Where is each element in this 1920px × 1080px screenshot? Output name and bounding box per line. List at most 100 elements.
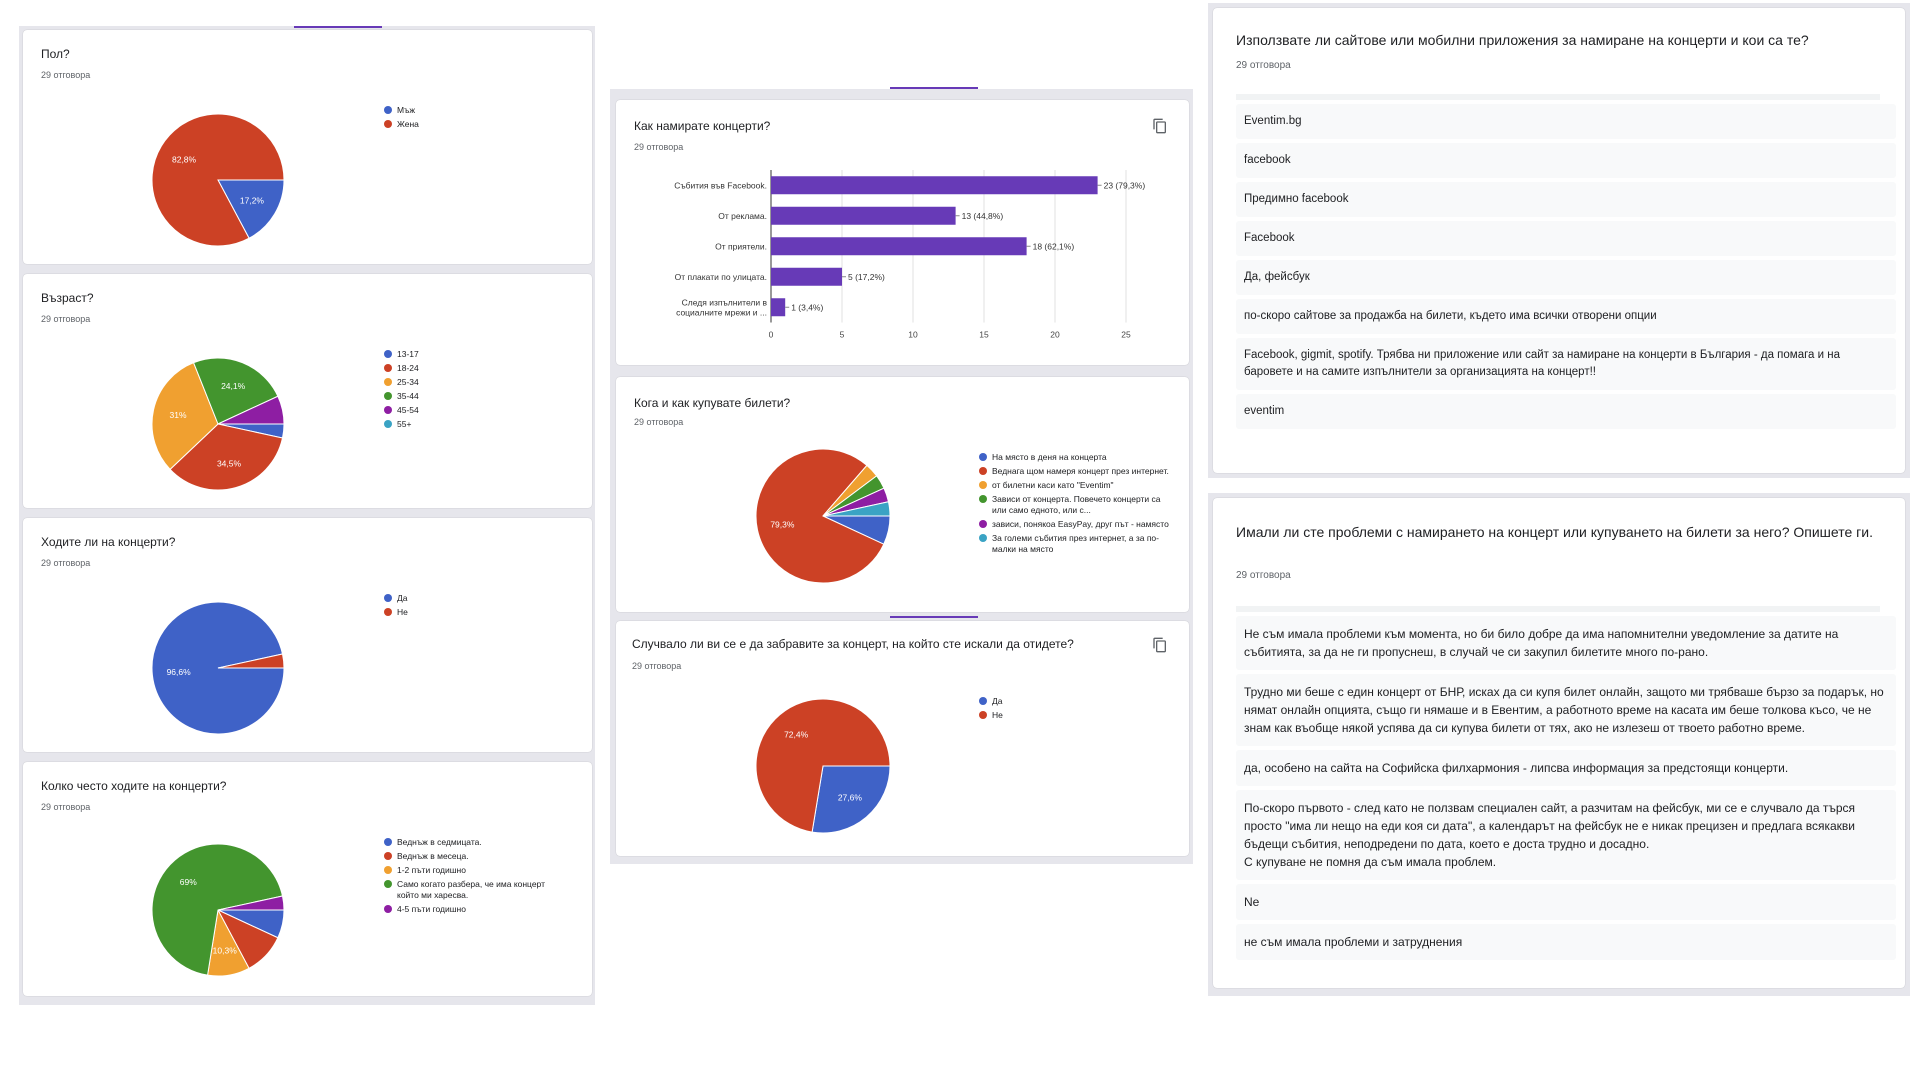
pie-slice <box>217 179 285 239</box>
legend-item: зависи, понякоа EasyPay, друг път - намя… <box>979 519 1169 530</box>
pie-slice-label: 10,3% <box>213 945 238 955</box>
bar <box>771 267 842 286</box>
legend-item: За големи събития през интернет, а за по… <box>979 533 1169 555</box>
legend-label: За големи събития през интернет, а за по… <box>992 533 1159 554</box>
legend-item: Да <box>384 593 564 604</box>
find-concerts-card: Как намирате концерти? 29 отговора 0 5 10 1… <box>616 100 1189 365</box>
copy-chart-icon[interactable] <box>1152 637 1168 653</box>
pie-slice <box>151 362 219 471</box>
list-top-edge <box>1236 94 1880 100</box>
bar-value-label: 23 (79,3%) <box>1104 180 1146 190</box>
question-title: Колко често ходите на концерти? <box>41 779 227 793</box>
gender-pie-chart: 17,2% 82,8% <box>151 113 285 247</box>
legend-swatch <box>979 495 987 503</box>
legend-label: Само когато разбера, че има концерт койт… <box>397 879 545 900</box>
legend-item: 25-34 <box>384 377 564 388</box>
legend-swatch <box>384 608 392 616</box>
bar <box>771 298 786 317</box>
legend-swatch <box>384 866 392 874</box>
column-1-tab-indicator <box>294 26 382 28</box>
pie-slice-label: 17,2% <box>240 195 265 205</box>
bar-value-label: 18 (62,1%) <box>1033 241 1075 251</box>
bar <box>771 176 1098 195</box>
apps-question-card: Използвате ли сайтове или мобилни прилож… <box>1213 8 1905 473</box>
legend-swatch <box>979 520 987 528</box>
legend-label: Не <box>397 607 408 617</box>
legend-item: Само когато разбера, че има концерт койт… <box>384 879 564 901</box>
legend-label: зависи, понякоа EasyPay, друг път - намя… <box>992 519 1169 529</box>
response-item: Facebook, gigmit, spotify. Трябва ни при… <box>1236 338 1896 390</box>
pie-slice-label: 27,6% <box>838 793 863 803</box>
legend-label: Да <box>397 593 408 603</box>
legend-item: 55+ <box>384 419 564 430</box>
pie-slice <box>192 357 279 425</box>
response-item: По-скоро първото - след като не ползвам … <box>1236 790 1896 880</box>
bar-tick-label: 10 <box>908 330 918 340</box>
frequency-legend: Веднъж в седмицата. Веднъж в месеца. 1-2 п… <box>384 837 564 918</box>
legend-item: 1-2 пъти годишно <box>384 865 564 876</box>
column-2-second-tab-indicator <box>890 616 978 618</box>
apps-responses-list[interactable]: Eventim.bg facebook Предимно facebook Faceb… <box>1236 104 1896 456</box>
legend-label: Веднъж в седмицата. <box>397 837 482 847</box>
bar-tick-label: 0 <box>769 330 774 340</box>
bar-tick-label: 15 <box>979 330 989 340</box>
response-item: Eventim.bg <box>1236 104 1896 139</box>
bar-value-label: 13 (44,8%) <box>962 211 1004 221</box>
attend-pie-chart: 96,6% <box>151 601 285 735</box>
bar <box>771 237 1027 256</box>
response-item: Facebook <box>1236 221 1896 256</box>
question-title: Използвате ли сайтове или мобилни прилож… <box>1236 32 1809 48</box>
pie-slice-label: 72,4% <box>784 729 809 739</box>
question-title: Имали ли сте проблеми с намирането на ко… <box>1236 524 1873 540</box>
legend-swatch <box>384 378 392 386</box>
buy-tickets-legend: На място в деня на концерта Веднага щом н… <box>979 452 1169 558</box>
response-count: 29 отговора <box>634 142 684 152</box>
legend-label: от билетни каси като "Eventim" <box>992 480 1114 490</box>
gender-legend: Мъж Жена <box>384 105 564 133</box>
question-title: Кога и как купувате билети? <box>634 396 791 410</box>
legend-label: Веднъж в месеца. <box>397 851 469 861</box>
pie-slice <box>151 113 285 247</box>
bar-tick-label: 25 <box>1121 330 1131 340</box>
response-count: 29 отговора <box>41 802 91 812</box>
question-title: Пол? <box>41 47 70 61</box>
legend-item: Не <box>384 607 564 618</box>
legend-swatch <box>979 534 987 542</box>
legend-swatch <box>384 852 392 860</box>
legend-swatch <box>384 106 392 114</box>
legend-item: Веднъж в месеца. <box>384 851 564 862</box>
legend-label: 35-44 <box>397 391 419 401</box>
legend-label: Мъж <box>397 105 416 115</box>
question-title: Как намирате концерти? <box>634 119 771 133</box>
age-legend: 13-17 18-24 25-34 35-44 45-54 55+ <box>384 349 564 433</box>
legend-item: Мъж <box>384 105 564 116</box>
response-count: 29 отговора <box>1236 570 1291 581</box>
pie-slice <box>822 501 891 517</box>
problems-responses-list[interactable]: Не съм имала проблеми към момента, но би… <box>1236 616 1896 980</box>
legend-item: Да <box>979 696 1159 707</box>
legend-label: 4-5 пъти годишно <box>397 904 466 914</box>
legend-label: Не <box>992 710 1003 720</box>
pie-slice-label: 34,5% <box>217 458 242 468</box>
pie-slice-label: 96,6% <box>167 667 192 677</box>
legend-label: 13-17 <box>397 349 419 359</box>
find-concerts-bar-chart: 0 5 10 15 20 25 23 (79,3%) Събития във Facebook… <box>674 170 1146 340</box>
frequency-card: Колко често ходите на концерти? 29 отгов… <box>23 762 592 996</box>
bar-tick-label: 5 <box>840 330 845 340</box>
legend-label: 1-2 пъти годишно <box>397 865 466 875</box>
attend-legend: Да Не <box>384 593 564 621</box>
pie-slice <box>217 395 285 425</box>
legend-item: от билетни каси като "Eventim" <box>979 480 1169 491</box>
pie-slice-label: 82,8% <box>172 155 197 165</box>
legend-item: Зависи от концерта. Повечето концерти са… <box>979 494 1169 516</box>
pie-slice <box>151 843 284 976</box>
pie-slice <box>755 698 891 833</box>
response-item: Трудно ми беше с един концерт от БНР, ис… <box>1236 674 1896 746</box>
copy-chart-icon[interactable] <box>1152 118 1168 134</box>
frequency-pie-chart: 10,3% 69% <box>151 843 285 977</box>
response-count: 29 отговора <box>41 558 91 568</box>
legend-item: 13-17 <box>384 349 564 360</box>
legend-label: Жена <box>397 119 419 129</box>
legend-swatch <box>384 905 392 913</box>
pie-slice <box>217 895 285 911</box>
